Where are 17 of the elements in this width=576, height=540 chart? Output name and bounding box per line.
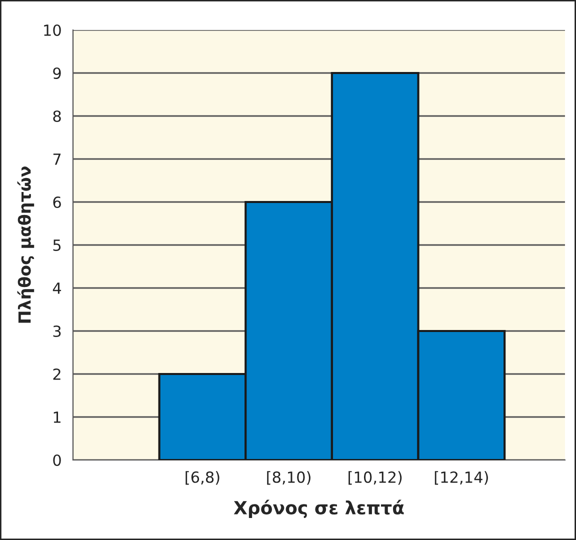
y-tick-label: 9 <box>53 67 61 80</box>
y-tick-label: 6 <box>53 196 61 208</box>
x-axis-title: Χρόνος σε λεπτά <box>234 500 404 518</box>
x-tick-label: [8,10) <box>267 471 310 485</box>
y-tick-label: 4 <box>52 282 62 294</box>
y-tick-label: 8 <box>53 110 61 122</box>
y-axis-title: Πλήθος μαθητών <box>17 166 34 323</box>
x-tick-label: [6,8) <box>186 471 220 485</box>
x-tick-label: [12,14) <box>434 471 488 485</box>
y-tick-label: 7 <box>53 154 61 165</box>
y-tick-label: 2 <box>53 368 60 380</box>
y-tick-label: 1 <box>54 412 60 423</box>
y-tick-label: 0 <box>53 454 61 466</box>
y-tick-label: 5 <box>53 240 61 252</box>
y-tick-label: 3 <box>53 325 61 338</box>
y-tick-label: 10 <box>44 24 61 36</box>
x-tick-label: [10,12) <box>348 471 402 485</box>
